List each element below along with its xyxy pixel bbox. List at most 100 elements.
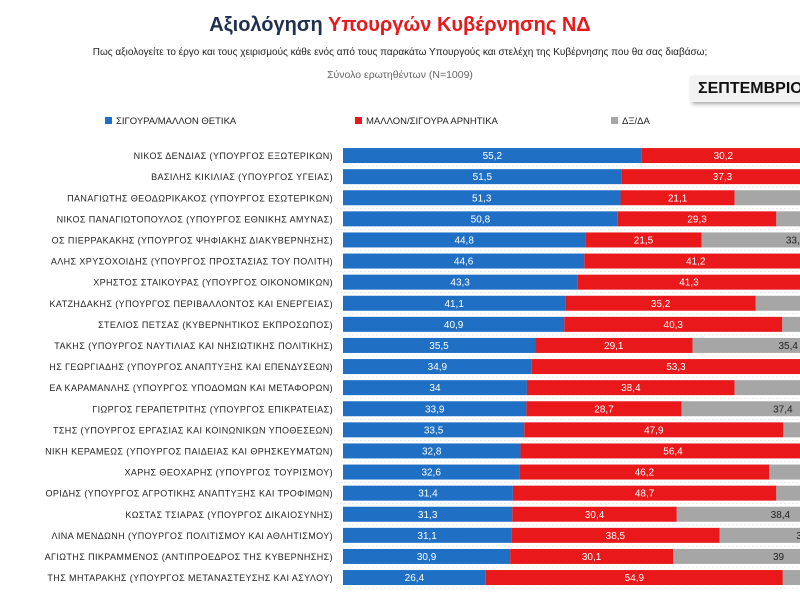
data-label-dkda: 35,4 [779,341,799,352]
bar-segment-dkda [782,316,800,332]
data-label-negative: 29,1 [604,341,624,352]
bar-segment-dkda [776,485,800,501]
category-label: ΧΡΗΣΤΟΣ ΣΤΑΙΚΟΥΡΑΣ (ΥΠΟΥΡΓΟΣ ΟΙΚΟΝΟΜΙΚΩΝ… [93,278,333,288]
bar-segment-negative [564,316,783,332]
bar-segment-negative [526,380,735,396]
data-label-dkda: 38,4 [771,510,791,521]
bar-segment-positive [343,148,642,164]
data-label-negative: 48,7 [635,489,655,500]
bar-segment-dkda [681,401,800,417]
bar-segment-negative [531,359,800,375]
data-label-positive: 33,5 [424,425,444,436]
bar-segment-positive [343,253,585,269]
legend-swatch-dkda [611,117,618,124]
bar-segment-negative [510,548,674,564]
bar-segment-negative [621,169,800,185]
data-label-negative: 21,1 [668,193,688,204]
category-label: ΑΓΙΩΤΗΣ ΠΙΚΡΑΜΜΕΝΟΣ (ΑΝΤΙΠΡΟΕΔΡΟΣ ΤΗΣ ΚΥ… [45,552,333,562]
data-label-positive: 32,6 [421,468,441,479]
category-label: ΕΑ ΚΑΡΑΜΑΝΛΗΣ (ΥΠΟΥΡΓΟΣ ΥΠΟΔΟΜΩΝ ΚΑΙ ΜΕΤ… [49,383,333,393]
category-label: ΤΗΣ ΜΗΤΑΡΑΚΗΣ (ΥΠΟΥΡΓΟΣ ΜΕΤΑΝΑΣΤΕΥΣΗΣ ΚΑ… [47,573,333,583]
data-label-negative: 37,3 [713,172,733,183]
bar-segment-positive [343,570,486,586]
bar-segment-negative [485,570,783,586]
data-label-positive: 51,5 [473,172,493,183]
data-label-positive: 55,2 [483,151,503,162]
legend-negative: ΜΑΛΛΟΝ/ΣΙΓΟΥΡΑ ΑΡΝΗΤΙΚΑ [355,116,498,127]
bar-segment-positive [343,359,532,375]
data-label-negative: 47,9 [644,425,664,436]
title-prefix: Αξιολόγηση [209,14,328,36]
category-label: ΒΑΣΙΛΗΣ ΚΙΚΙΛΙΑΣ (ΥΠΟΥΡΓΟΣ ΥΓΕΙΑΣ) [151,172,333,182]
data-label-negative: 56,4 [663,446,683,457]
data-label-positive: 41,1 [444,299,464,310]
legend-positive: ΣΙΓΟΥΡΑ/ΜΑΛΛΟΝ ΘΕΤΙΚΑ [105,116,236,127]
bar-segment-dkda [769,464,800,480]
bar-segment-dkda [734,380,800,396]
data-label-positive: 50,8 [471,214,491,225]
category-label: ΓΙΩΡΓΟΣ ΓΕΡΑΠΕΤΡΙΤΗΣ (ΥΠΟΥΡΓΟΣ ΕΠΙΚΡΑΤΕΙ… [92,404,333,414]
data-label-dkda: 39 [773,552,785,563]
bar-segment-positive [343,464,520,480]
bar-segment-negative [585,232,702,248]
bar-segment-negative [565,295,756,311]
data-label-positive: 34,9 [428,362,448,373]
bar-segment-positive [343,380,527,396]
bar-segment-negative [620,190,735,206]
title-highlight: Υπουργών Κυβέρνησης ΝΔ [327,14,591,36]
data-label-positive: 26,4 [405,573,425,584]
data-label-negative: 30,2 [714,151,734,162]
chart-title: Αξιολόγηση Υπουργών Κυβέρνησης ΝΔ [0,14,800,37]
data-label-negative: 53,3 [666,362,686,373]
data-label-positive: 33,9 [425,404,445,415]
bar-segment-positive [343,295,566,311]
bar-segment-dkda [734,190,800,206]
data-label-negative: 35,2 [651,299,671,310]
category-label: ΚΩΣΤΑΣ ΤΣΙΑΡΑΣ (ΥΠΟΥΡΓΟΣ ΔΙΚΑΙΟΣΥΝΗΣ) [125,510,333,520]
data-label-dkda: 37,4 [773,404,793,415]
category-label: ΤΣΗΣ (ΥΠΟΥΡΓΟΣ ΕΡΓΑΣΙΑΣ ΚΑΙ ΚΟΙΝΩΝΙΚΩΝ Υ… [53,425,333,435]
bar-segment-positive [343,422,525,438]
data-label-negative: 46,2 [635,468,655,479]
data-label-positive: 31,3 [418,510,438,521]
bar-segment-negative [584,253,800,269]
data-label-negative: 30,4 [585,510,605,521]
data-label-dkda: 33, [786,235,800,246]
category-label: ΚΑΤΖΗΔΑΚΗΣ (ΥΠΟΥΡΓΟΣ ΠΕΡΙΒΑΛΛΟΝΤΟΣ ΚΑΙ Ε… [49,299,333,309]
data-label-negative: 54,9 [625,573,645,584]
bar-segment-negative [519,464,770,480]
data-label-positive: 51,3 [472,193,492,204]
bar-segment-negative [526,401,682,417]
bar-segment-positive [343,316,565,332]
category-label: ΟΣ ΠΙΕΡΡΑΚΑΚΗΣ (ΥΠΟΥΡΓΟΣ ΨΗΦΙΑΚΗΣ ΔΙΑΚΥΒ… [52,235,333,245]
bar-segment-negative [512,485,777,501]
legend-swatch-negative [355,117,362,124]
bar-segment-dkda [776,211,800,227]
legend-swatch-positive [105,117,112,124]
data-label-negative: 28,7 [594,404,614,415]
category-label: ΛΙΝΑ ΜΕΝΔΩΝΗ (ΥΠΟΥΡΓΟΣ ΠΟΛΙΤΙΣΜΟΥ ΚΑΙ ΑΘ… [52,531,334,541]
data-label-dkda: 30 [796,531,800,542]
data-label-positive: 32,8 [422,446,442,457]
data-label-positive: 43,3 [450,278,470,289]
category-label: ΠΑΝΑΓΙΩΤΗΣ ΘΕΟΔΩΡΙΚΑΚΟΣ (ΥΠΟΥΡΓΟΣ ΕΣΩΤΕΡ… [67,193,333,203]
bar-segment-negative [512,506,677,522]
bar-segment-negative [641,148,800,164]
category-label: ΤΑΚΗΣ (ΥΠΟΥΡΓΟΣ ΝΑΥΤΙΛΙΑΣ ΚΑΙ ΝΗΣΙΩΤΙΚΗΣ… [54,341,333,351]
data-label-negative: 21,5 [634,235,654,246]
data-label-negative: 41,2 [686,257,706,268]
bar-segment-positive [343,211,618,227]
data-label-positive: 44,6 [454,257,474,268]
legend-label-negative: ΜΑΛΛΟΝ/ΣΙΓΟΥΡΑ ΑΡΝΗΤΙΚΑ [366,116,498,127]
category-label: ΣΤΕΛΙΟΣ ΠΕΤΣΑΣ (ΚΥΒΕΡΝΗΤΙΚΟΣ ΕΚΠΡΟΣΩΠΟΣ) [98,320,333,330]
bar-segment-dkda [676,506,800,522]
bar-segment-dkda [783,422,800,438]
bar-segment-negative [524,422,784,438]
bar-segment-dkda [673,548,800,564]
category-label: ΗΣ ΓΕΩΡΓΙΑΔΗΣ (ΥΠΟΥΡΓΟΣ ΑΝΑΠΤΥΞΗΣ ΚΑΙ ΕΠ… [49,362,333,372]
bar-segment-dkda [701,232,800,248]
data-label-negative: 41,3 [679,278,699,289]
bar-segment-dkda [692,337,800,353]
bar-segment-negative [577,274,800,290]
